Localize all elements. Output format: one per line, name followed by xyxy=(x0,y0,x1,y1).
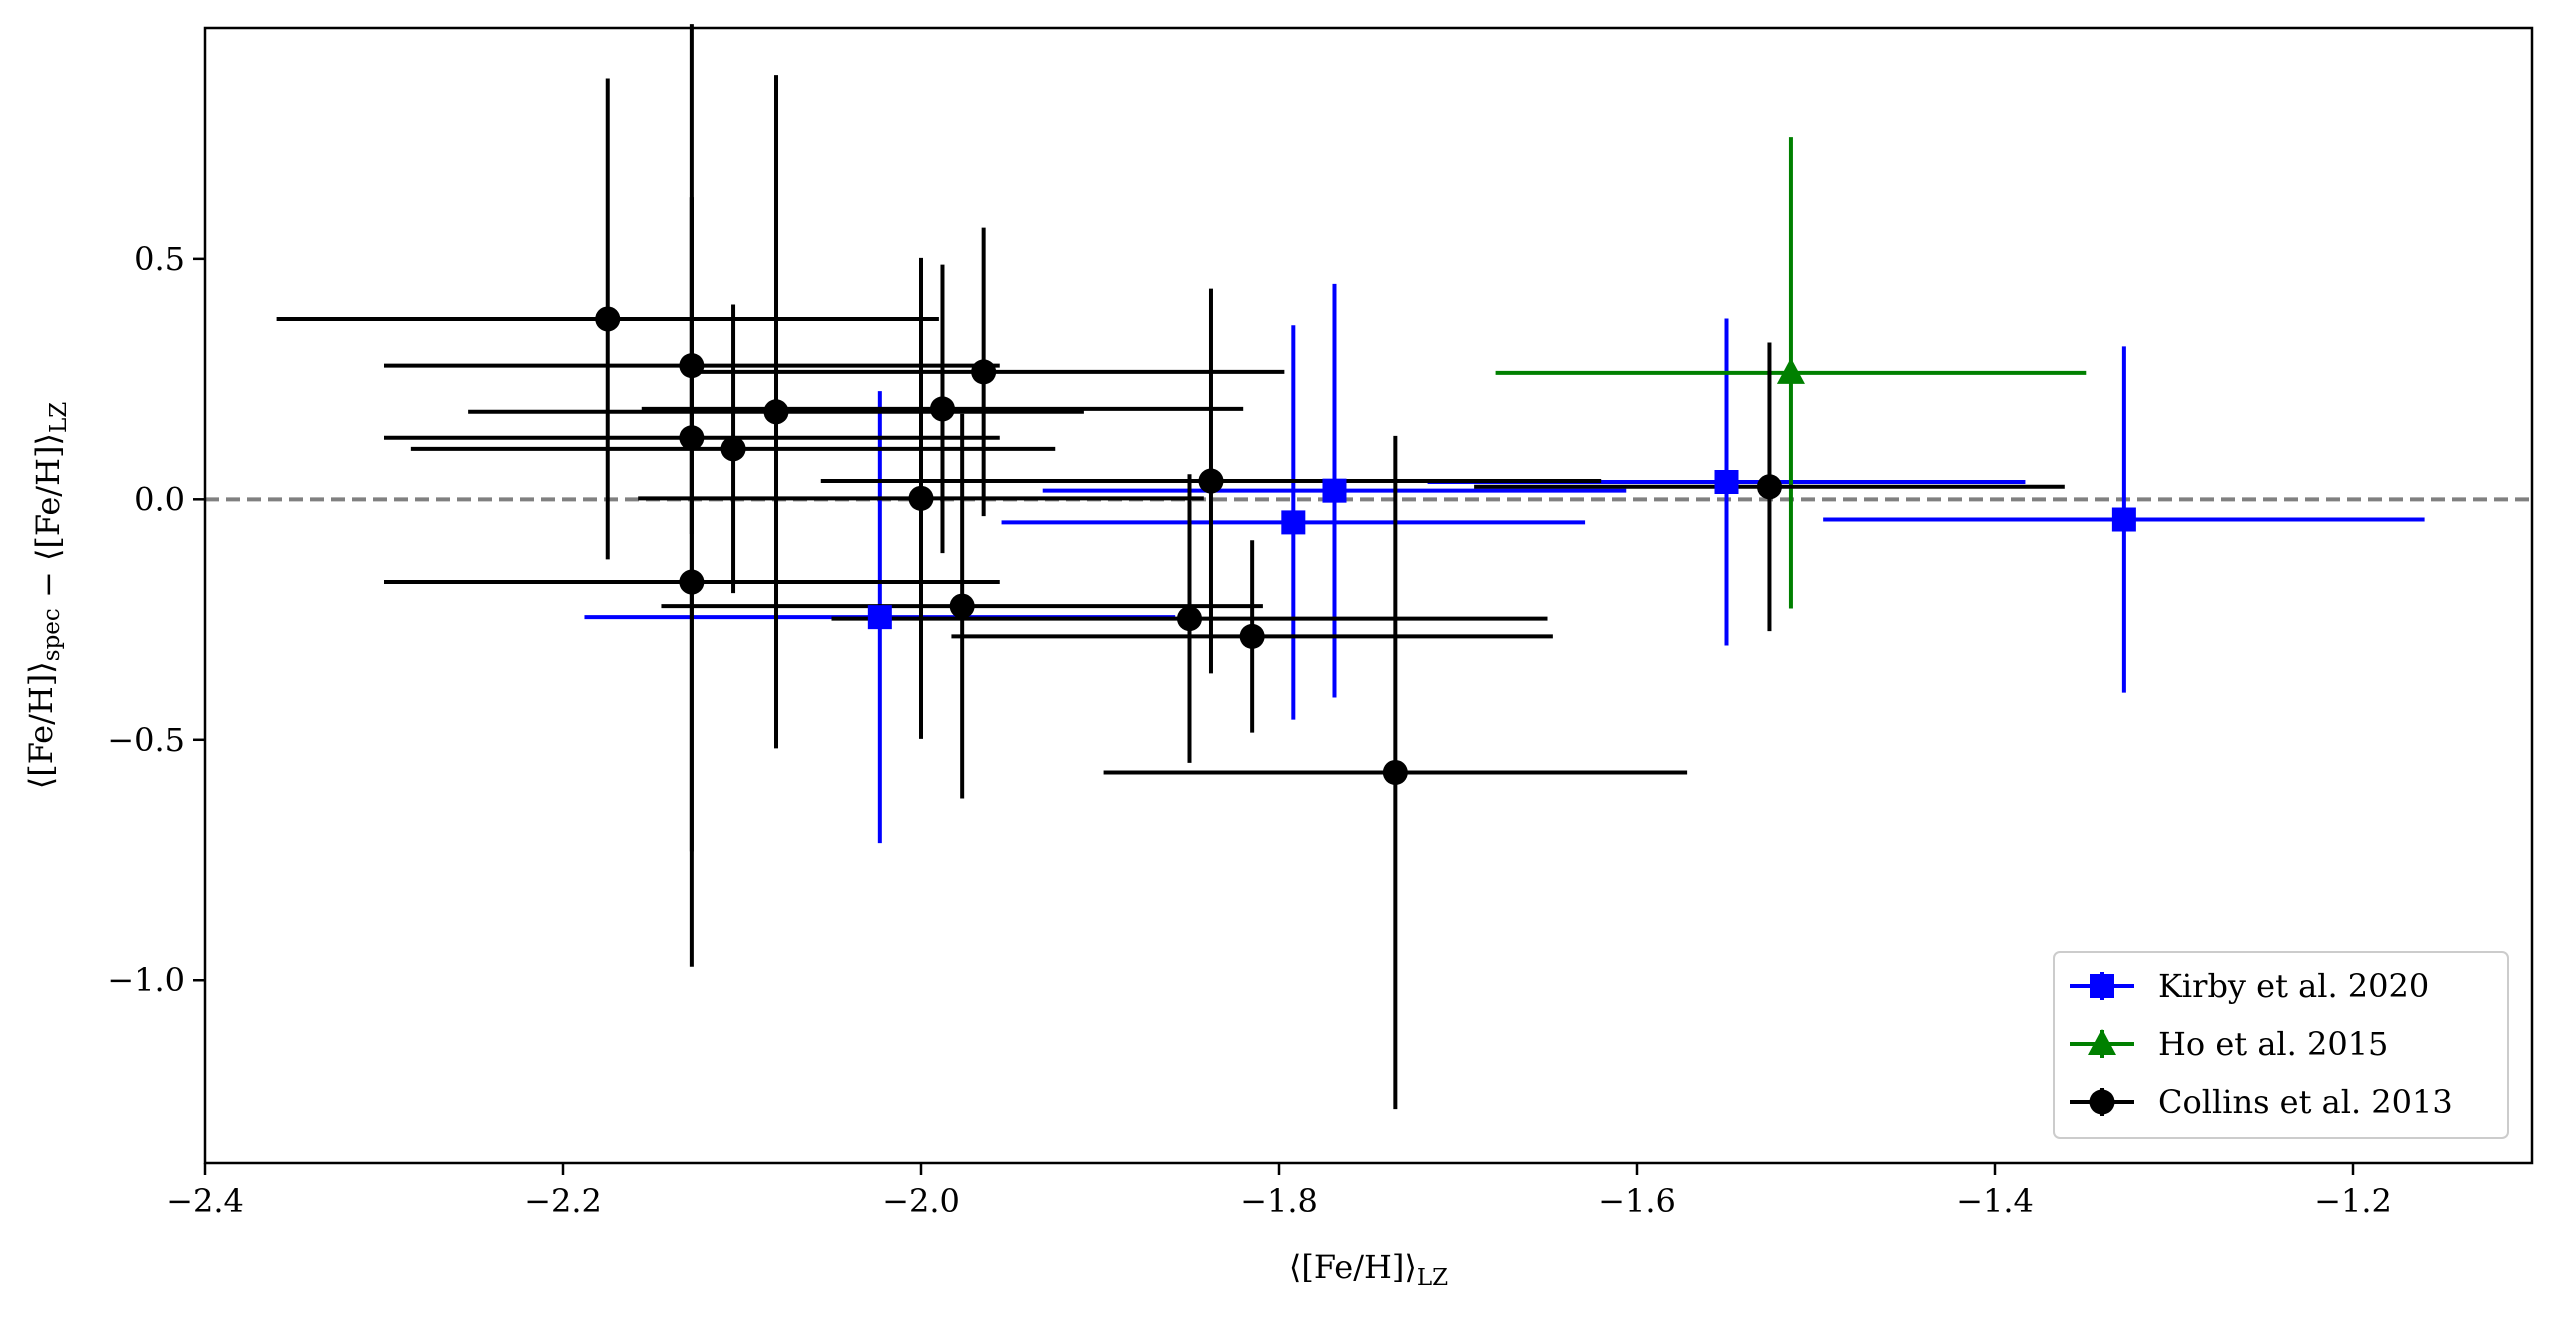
data-point-kirby-et-al-2020 xyxy=(1322,478,1347,503)
data-point-collins-et-al-2013 xyxy=(1198,468,1224,494)
x-tick-label: −1.6 xyxy=(1598,1182,1676,1220)
data-point-collins-et-al-2013 xyxy=(1239,623,1265,649)
data-point-collins-et-al-2013 xyxy=(908,485,934,511)
legend-label-collins-et-al-2013: Collins et al. 2013 xyxy=(2158,1083,2453,1121)
y-tick-label: −1.0 xyxy=(107,961,185,999)
data-point-collins-et-al-2013 xyxy=(971,359,997,385)
data-point-collins-et-al-2013 xyxy=(679,425,705,451)
y-tick-label: 0.5 xyxy=(134,240,185,278)
x-tick-label: −2.4 xyxy=(166,1182,244,1220)
legend-marker-collins-et-al-2013 xyxy=(2089,1089,2115,1115)
x-tick-label: −2.0 xyxy=(882,1182,960,1220)
data-point-collins-et-al-2013 xyxy=(949,593,975,619)
legend: Kirby et al. 2020 Ho et al. 2015 Collins e… xyxy=(2053,951,2509,1139)
x-tick-label: −1.2 xyxy=(2314,1182,2392,1220)
x-tick-label: −1.8 xyxy=(1240,1182,1318,1220)
x-tick-label: −2.2 xyxy=(524,1182,602,1220)
y-axis-label: ⟨[Fe/H]⟩spec − ⟨[Fe/H]⟩LZ xyxy=(22,402,72,789)
data-point-collins-et-al-2013 xyxy=(595,306,621,332)
plot-frame xyxy=(203,26,2534,1165)
data-point-collins-et-al-2013 xyxy=(763,399,789,425)
legend-label-ho-et-al-2015: Ho et al. 2015 xyxy=(2158,1025,2388,1063)
data-point-collins-et-al-2013 xyxy=(679,569,705,595)
data-point-collins-et-al-2013 xyxy=(1177,606,1202,632)
y-tick-label: −0.5 xyxy=(107,721,185,759)
data-point-kirby-et-al-2020 xyxy=(867,605,892,630)
data-point-kirby-et-al-2020 xyxy=(2111,507,2136,532)
legend-marker-kirby-et-al-2020 xyxy=(2090,974,2114,998)
data-point-ho-et-al-2015 xyxy=(1776,357,1805,384)
markers-layer xyxy=(595,306,2136,785)
data-point-collins-et-al-2013 xyxy=(1756,474,1782,500)
data-point-kirby-et-al-2020 xyxy=(1714,470,1739,494)
x-axis-label: ⟨[Fe/H]⟩LZ xyxy=(1289,1248,1448,1291)
data-point-collins-et-al-2013 xyxy=(720,436,746,462)
data-point-kirby-et-al-2020 xyxy=(1281,510,1306,535)
data-point-collins-et-al-2013 xyxy=(929,396,955,422)
legend-marker-ho-et-al-2015 xyxy=(2088,1029,2116,1055)
x-tick-label: −1.4 xyxy=(1956,1182,2034,1220)
data-point-collins-et-al-2013 xyxy=(679,353,705,379)
axes-layer: −2.4 −2.2 −2.0 −1.8 −1.6 −1.4 −1.2 0.5 0.0 −0.5 −1… xyxy=(107,240,2392,1220)
legend-label-kirby-et-al-2020: Kirby et al. 2020 xyxy=(2158,967,2429,1005)
y-tick-label: 0.0 xyxy=(134,480,185,518)
data-point-collins-et-al-2013 xyxy=(1382,759,1408,785)
legend-box xyxy=(2053,951,2509,1139)
